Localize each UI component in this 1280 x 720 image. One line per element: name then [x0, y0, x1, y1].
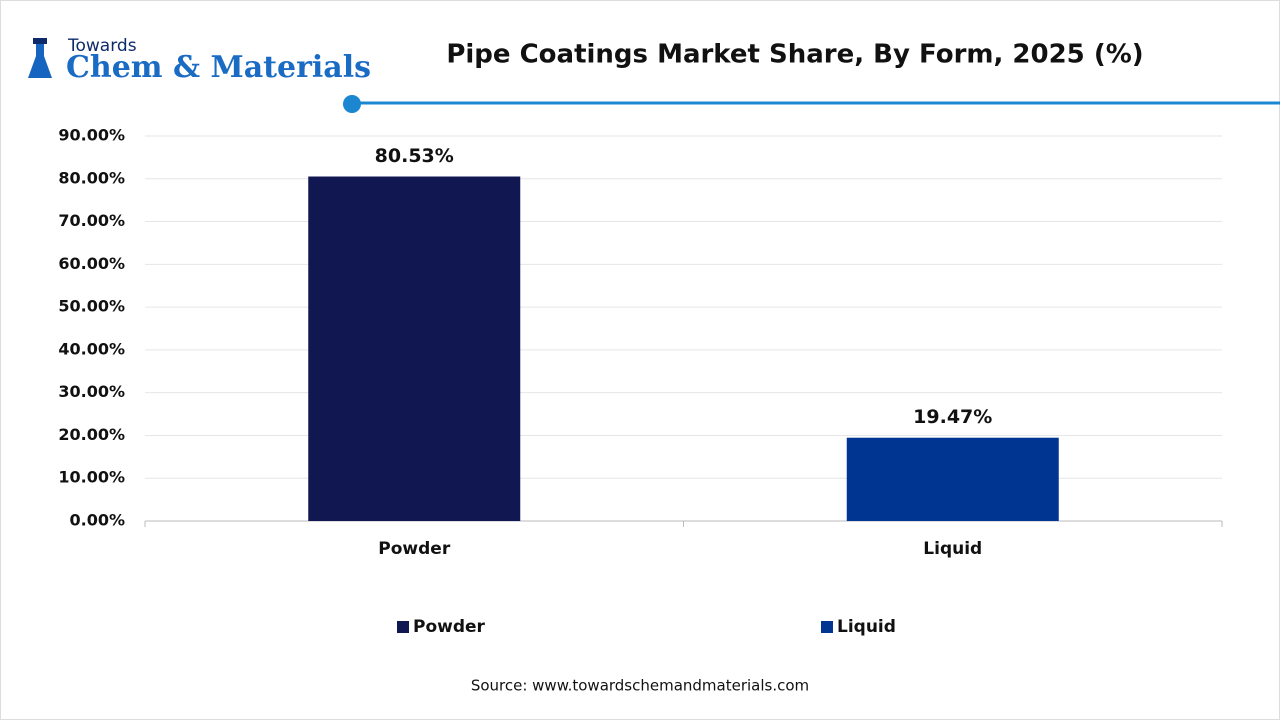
logo-icon-cap: [33, 38, 47, 44]
data-label: 80.53%: [375, 145, 454, 167]
legend-label: Powder: [413, 617, 486, 637]
y-tick-label: 50.00%: [58, 297, 125, 316]
y-tick-label: 30.00%: [58, 382, 125, 401]
y-tick-label: 40.00%: [58, 339, 125, 358]
title-rule-dot: [343, 95, 361, 113]
logo-top: Towards: [67, 36, 137, 56]
y-tick-label: 20.00%: [58, 425, 125, 444]
legend-swatch: [397, 621, 409, 633]
logo: Towards Chem & Materials: [28, 36, 371, 85]
y-tick-label: 80.00%: [58, 168, 125, 187]
bar: [846, 437, 1059, 521]
legend-label: Liquid: [837, 617, 896, 637]
logo-icon: [28, 44, 52, 78]
chart-title: Pipe Coatings Market Share, By Form, 202…: [446, 40, 1143, 70]
legend-swatch: [821, 621, 833, 633]
y-tick-label: 60.00%: [58, 254, 125, 273]
bar: [308, 176, 521, 521]
y-tick-label: 10.00%: [58, 468, 125, 487]
logo-main: Chem & Materials: [66, 50, 371, 85]
y-tick-label: 0.00%: [69, 511, 125, 530]
x-tick-label: Liquid: [923, 539, 982, 559]
y-tick-label: 70.00%: [58, 211, 125, 230]
x-tick-label: Powder: [378, 539, 451, 559]
y-tick-label: 90.00%: [58, 126, 125, 145]
data-label: 19.47%: [913, 406, 992, 428]
source: Source: www.towardschemandmaterials.com: [471, 677, 809, 695]
